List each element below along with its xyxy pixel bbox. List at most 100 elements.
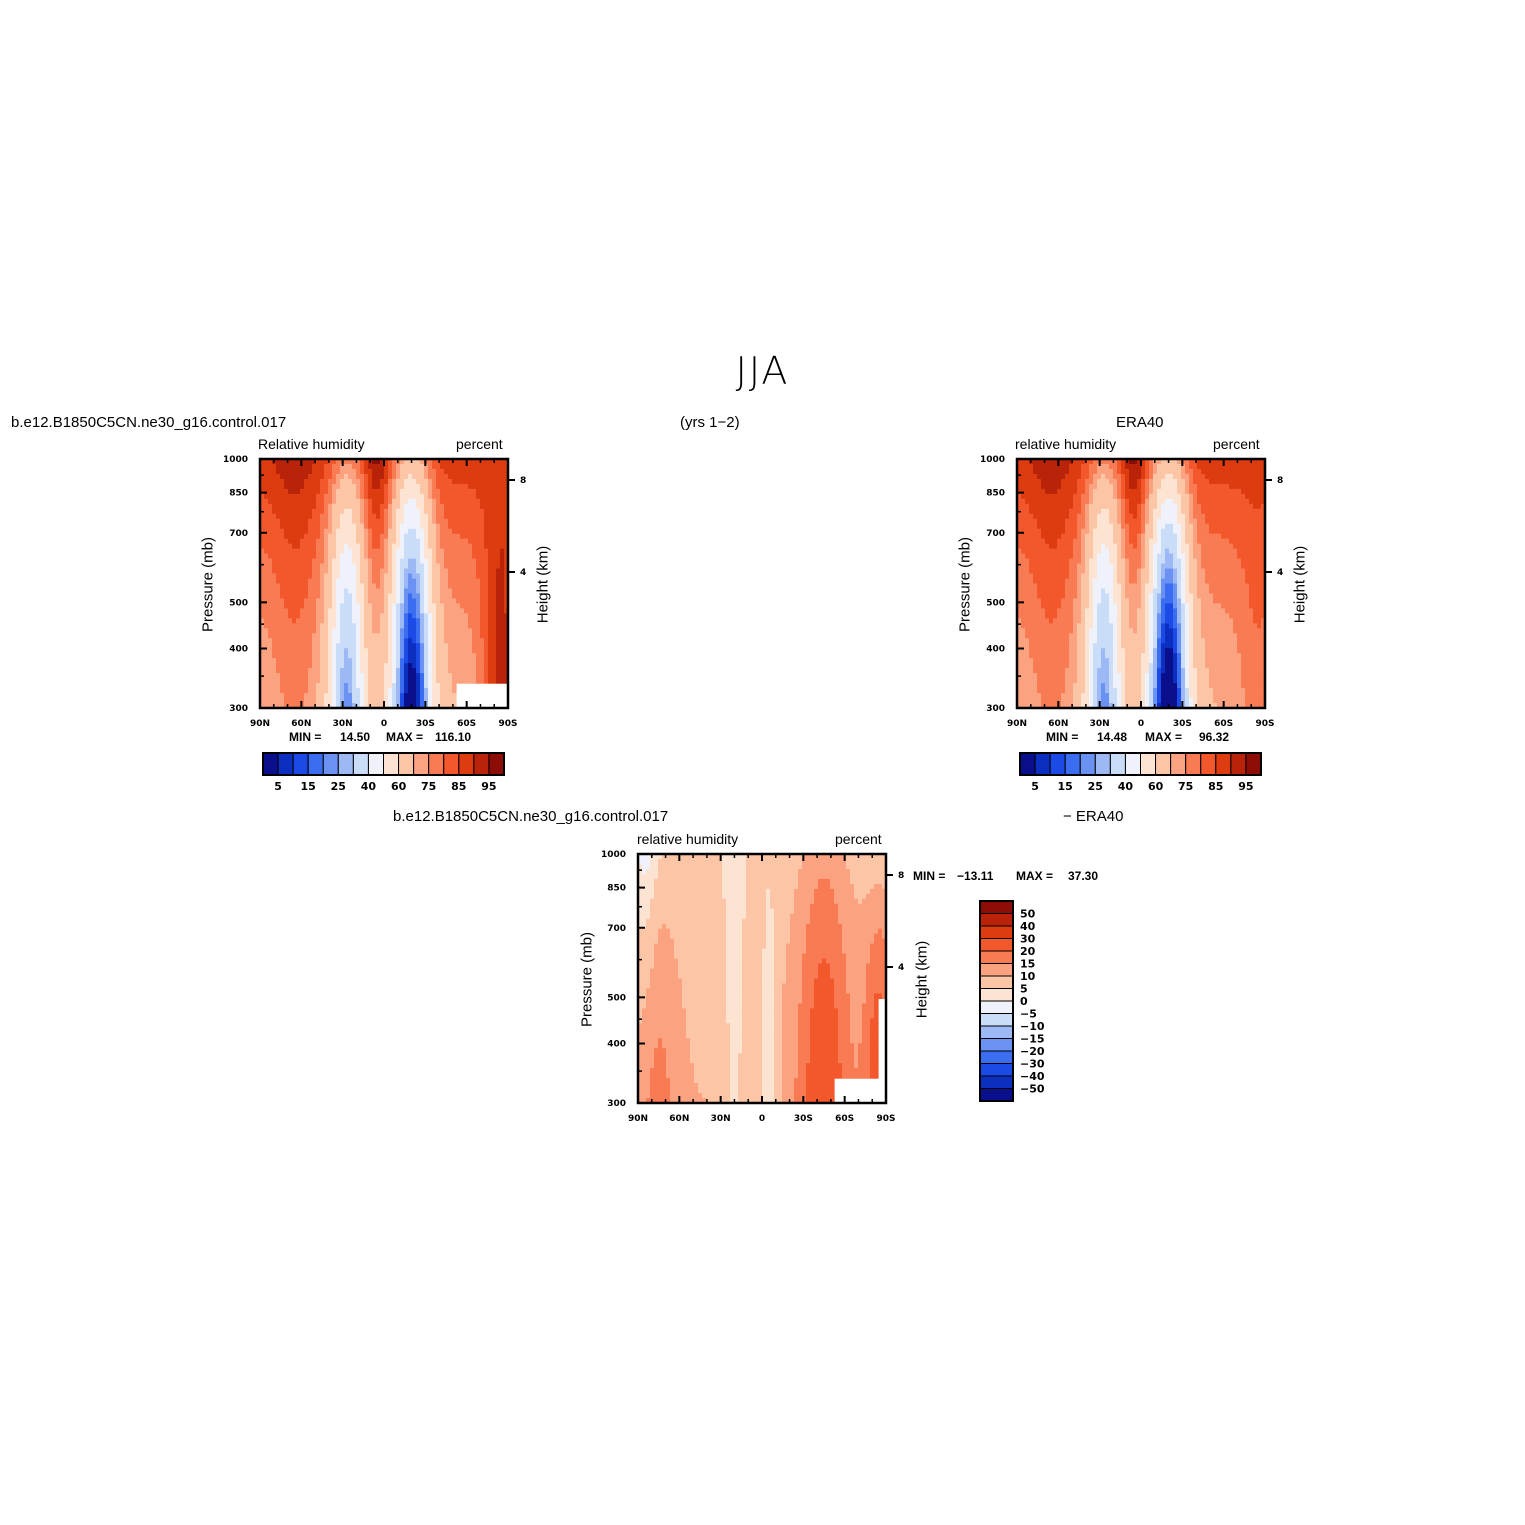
contour-cell <box>296 468 301 475</box>
contour-cell <box>1145 598 1150 605</box>
contour-cell <box>364 558 369 565</box>
contour-cell <box>1225 593 1230 600</box>
contour-cell <box>1217 548 1222 555</box>
contour-cell <box>276 543 281 550</box>
contour-cell <box>308 538 313 545</box>
contour-cell <box>340 643 345 649</box>
contour-cell <box>436 703 441 709</box>
contour-cell <box>1193 593 1198 600</box>
contour-cell <box>328 473 333 480</box>
contour-cell <box>396 623 401 629</box>
contour-cell <box>1141 513 1146 520</box>
contour-cell <box>1061 459 1066 465</box>
contour-cell <box>496 633 501 639</box>
contour-cell <box>308 673 313 679</box>
contour-cell <box>348 673 353 679</box>
contour-cell <box>492 633 497 639</box>
contour-cell <box>368 628 373 634</box>
contour-cell <box>296 678 301 684</box>
contour-cell <box>1153 503 1158 510</box>
contour-cell <box>328 538 333 545</box>
contour-cell <box>1141 593 1146 600</box>
contour-cell <box>1257 548 1262 555</box>
contour-cell <box>344 558 349 565</box>
contour-cell <box>476 668 481 674</box>
contour-cell <box>488 513 493 520</box>
contour-cell <box>336 623 341 629</box>
contour-cell <box>304 548 309 555</box>
contour-cell <box>1217 523 1222 530</box>
contour-cell <box>1249 508 1254 515</box>
contour-cell <box>480 459 485 465</box>
contour-cell <box>1073 523 1078 530</box>
contour-cell <box>1181 503 1186 510</box>
contour-cell <box>312 668 317 674</box>
contour-cell <box>476 583 481 590</box>
contour-cell <box>1037 538 1042 545</box>
contour-cell <box>1049 483 1054 490</box>
contour-cell <box>1145 463 1150 470</box>
contour-cell <box>488 613 493 619</box>
contour-cell <box>1157 583 1162 590</box>
contour-cell <box>1153 533 1158 540</box>
contour-cell <box>328 459 333 465</box>
contour-cell <box>304 498 309 505</box>
contour-cell <box>1233 558 1238 565</box>
contour-cell <box>268 703 273 709</box>
contour-cell <box>268 473 273 480</box>
contour-cell <box>1085 603 1090 609</box>
contour-cell <box>432 483 437 490</box>
contour-cell <box>1177 488 1182 495</box>
contour-cell <box>364 498 369 505</box>
contour-cell <box>1021 528 1026 535</box>
contour-cell <box>444 653 449 659</box>
contour-cell <box>1241 528 1246 535</box>
contour-cell <box>1209 528 1214 535</box>
contour-cell <box>372 593 377 600</box>
contour-cell <box>1037 463 1042 470</box>
contour-cell <box>444 588 449 595</box>
contour-cell <box>380 658 385 664</box>
contour-cell <box>380 528 385 535</box>
contour-cell <box>448 563 453 570</box>
contour-cell <box>1077 593 1082 600</box>
contour-cell <box>1205 493 1210 500</box>
contour-cell <box>1161 548 1166 555</box>
contour-cell <box>1177 503 1182 510</box>
contour-cell <box>436 513 441 520</box>
contour-cell <box>480 563 485 570</box>
contour-cell <box>392 538 397 545</box>
contour-cell <box>1169 568 1174 575</box>
contour-cell <box>304 578 309 585</box>
contour-cell <box>416 618 421 624</box>
contour-cell <box>1213 578 1218 585</box>
contour-cell <box>412 523 417 530</box>
contour-cell <box>1069 588 1074 595</box>
contour-cell <box>436 648 441 654</box>
contour-cell <box>1229 593 1234 600</box>
contour-cell <box>464 548 469 555</box>
contour-cell <box>1037 459 1042 465</box>
contour-cell <box>1057 483 1062 490</box>
contour-cell <box>1069 478 1074 485</box>
contour-cell <box>352 518 357 525</box>
contour-cell <box>268 488 273 495</box>
contour-cell <box>1117 468 1122 475</box>
contour-cell <box>1213 598 1218 605</box>
contour-cell <box>1085 528 1090 535</box>
contour-cell <box>1049 573 1054 580</box>
contour-cell <box>1213 459 1218 465</box>
contour-cell <box>368 528 373 535</box>
contour-cell <box>388 658 393 664</box>
contour-cell <box>1149 593 1154 600</box>
contour-cell <box>1201 548 1206 555</box>
contour-cell <box>1101 463 1106 470</box>
contour-cell <box>1237 483 1242 490</box>
contour-cell <box>1253 503 1258 510</box>
contour-cell <box>280 693 285 699</box>
contour-cell <box>1121 533 1126 540</box>
contour-cell <box>504 568 509 575</box>
contour-cell <box>452 658 457 664</box>
contour-cell <box>1181 473 1186 480</box>
contour-cell <box>468 578 473 585</box>
